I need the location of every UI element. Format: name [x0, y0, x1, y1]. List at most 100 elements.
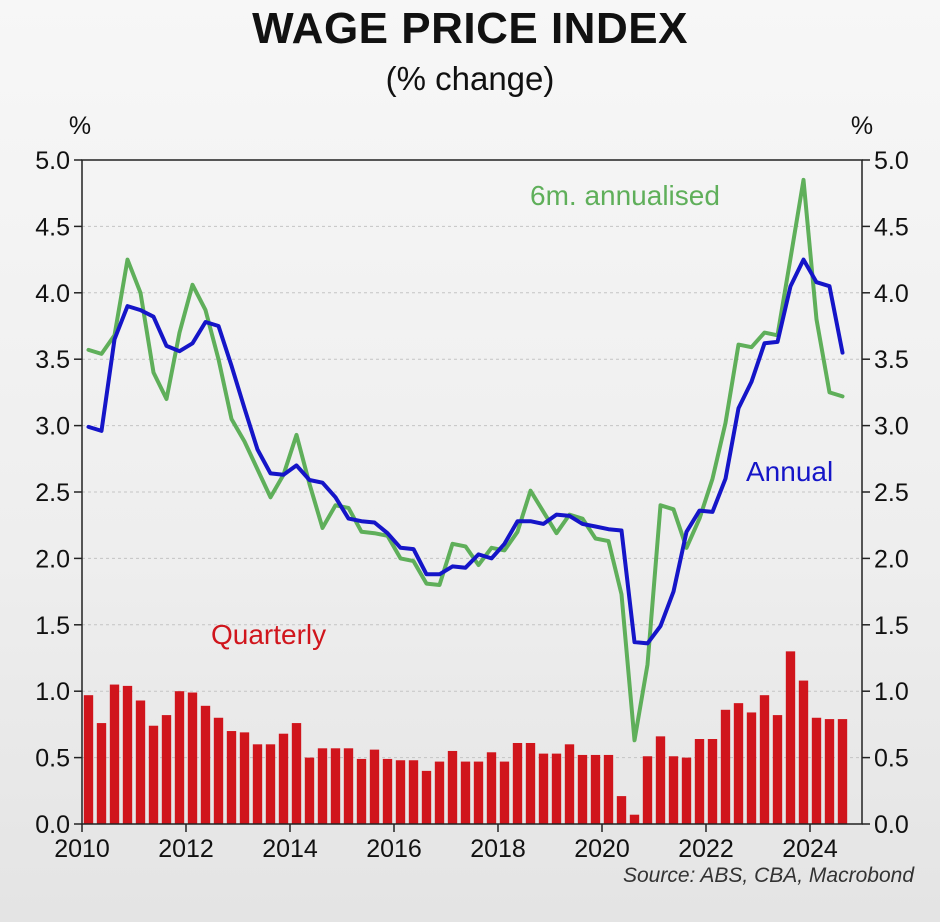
quarterly-bar — [785, 651, 796, 824]
quarterly-bar — [525, 742, 536, 824]
y-tick-label-right: 5.0 — [874, 147, 909, 175]
annual-line — [86, 257, 845, 646]
quarterly-bar — [499, 761, 510, 824]
x-tick-label: 2012 — [158, 835, 214, 863]
quarterly-bar — [265, 744, 276, 824]
quarterly-bar — [226, 731, 237, 824]
quarterly-bar — [395, 760, 406, 824]
x-tick-label: 2020 — [574, 835, 630, 863]
quarterly-bar — [694, 739, 705, 824]
y-tick-label-left: 2.0 — [35, 545, 70, 573]
y-tick-label-left: 1.5 — [35, 612, 70, 640]
y-tick-label-left: 1.0 — [35, 678, 70, 706]
quarterly-bar — [824, 719, 835, 824]
y-tick-label-left: 4.5 — [35, 213, 70, 241]
quarterly-bar — [460, 761, 471, 824]
quarterly-bar — [421, 770, 432, 824]
quarterly-bar — [746, 712, 757, 824]
gridlines — [82, 225, 862, 759]
y-tick-label-right: 4.5 — [874, 213, 909, 241]
quarterly-bar — [239, 732, 250, 824]
x-tick-label: 2014 — [262, 835, 318, 863]
quarterly-bar — [213, 717, 224, 824]
quarterly-bar — [681, 757, 692, 824]
tick-labels: 0.0 0.0 0.5 0.5 1.0 1.0 1.5 1.5 2.0 2.0 2.5 2.5 3.0 3… — [35, 147, 909, 863]
quarterly-bar — [317, 748, 328, 824]
annual-label: Annual — [746, 456, 833, 487]
quarterly-bar — [759, 695, 770, 824]
y-unit-left: % — [69, 112, 91, 140]
quarterly-bar — [564, 744, 575, 824]
quarterly-bar — [174, 691, 185, 824]
plot-frame — [81, 159, 863, 825]
quarterly-bar — [343, 748, 354, 824]
quarterly-bar — [278, 733, 289, 824]
quarterly-bar — [629, 814, 640, 824]
y-tick-label-left: 0.5 — [35, 745, 70, 773]
y-tick-label-right: 2.5 — [874, 479, 909, 507]
quarterly-bar — [382, 758, 393, 824]
y-tick-label-right: 0.5 — [874, 745, 909, 773]
series-lines — [86, 177, 845, 743]
quarterly-bar — [148, 725, 159, 824]
quarterly-bar — [811, 717, 822, 824]
quarterly-bar — [707, 739, 718, 824]
quarterly-label: Quarterly — [211, 619, 326, 650]
x-tick-label: 2018 — [470, 835, 526, 863]
y-tick-label-right: 1.5 — [874, 612, 909, 640]
quarterly-bar — [96, 723, 107, 824]
y-tick-label-right: 3.0 — [874, 413, 909, 441]
y-tick-label-right: 3.5 — [874, 346, 909, 374]
y-tick-label-right: 0.0 — [874, 811, 909, 839]
quarterly-bar — [837, 719, 848, 824]
y-tick-label-right: 1.0 — [874, 678, 909, 706]
quarterly-bar — [187, 692, 198, 824]
quarterly-bar — [772, 715, 783, 824]
y-tick-label-left: 3.0 — [35, 413, 70, 441]
quarterly-bar — [122, 685, 133, 824]
annualised-label: 6m. annualised — [530, 180, 720, 211]
quarterly-bar — [408, 760, 419, 824]
source-note: Source: ABS, CBA, Macrobond — [622, 864, 914, 887]
quarterly-bar — [798, 680, 809, 824]
quarterly-bar — [135, 700, 146, 824]
quarterly-bar — [668, 756, 679, 824]
quarterly-bar — [447, 750, 458, 824]
x-tick-label: 2024 — [782, 835, 838, 863]
y-tick-label-left: 4.0 — [35, 280, 70, 308]
quarterly-bar — [434, 761, 445, 824]
quarterly-bar — [161, 715, 172, 824]
y-unit-right: % — [851, 112, 873, 140]
y-tick-label-right: 4.0 — [874, 280, 909, 308]
chart-title: WAGE PRICE INDEX — [252, 4, 688, 53]
x-tick-label: 2010 — [54, 835, 110, 863]
x-tick-label: 2016 — [366, 835, 422, 863]
quarterly-bar — [304, 757, 315, 824]
quarterly-bar — [512, 742, 523, 824]
annualised-line — [86, 177, 845, 743]
quarterly-bar — [83, 695, 94, 824]
y-tick-label-left: 5.0 — [35, 147, 70, 175]
quarterly-bar — [603, 754, 614, 824]
quarterly-bar — [330, 748, 341, 824]
quarterly-bars — [83, 651, 848, 824]
quarterly-bar — [590, 754, 601, 824]
quarterly-bar — [655, 736, 666, 824]
y-tick-label-left: 3.5 — [35, 346, 70, 374]
quarterly-bar — [356, 758, 367, 824]
x-tick-label: 2022 — [678, 835, 734, 863]
quarterly-bar — [642, 756, 653, 824]
quarterly-bar — [200, 705, 211, 824]
chart-subtitle: (% change) — [385, 60, 555, 97]
quarterly-bar — [109, 684, 120, 824]
quarterly-bar — [720, 709, 731, 824]
y-tick-label-left: 2.5 — [35, 479, 70, 507]
quarterly-bar — [538, 753, 549, 824]
axes — [74, 159, 870, 832]
quarterly-bar — [473, 761, 484, 824]
quarterly-bar — [733, 703, 744, 824]
quarterly-bar — [291, 723, 302, 824]
y-tick-label-right: 2.0 — [874, 545, 909, 573]
quarterly-bar — [369, 749, 380, 824]
